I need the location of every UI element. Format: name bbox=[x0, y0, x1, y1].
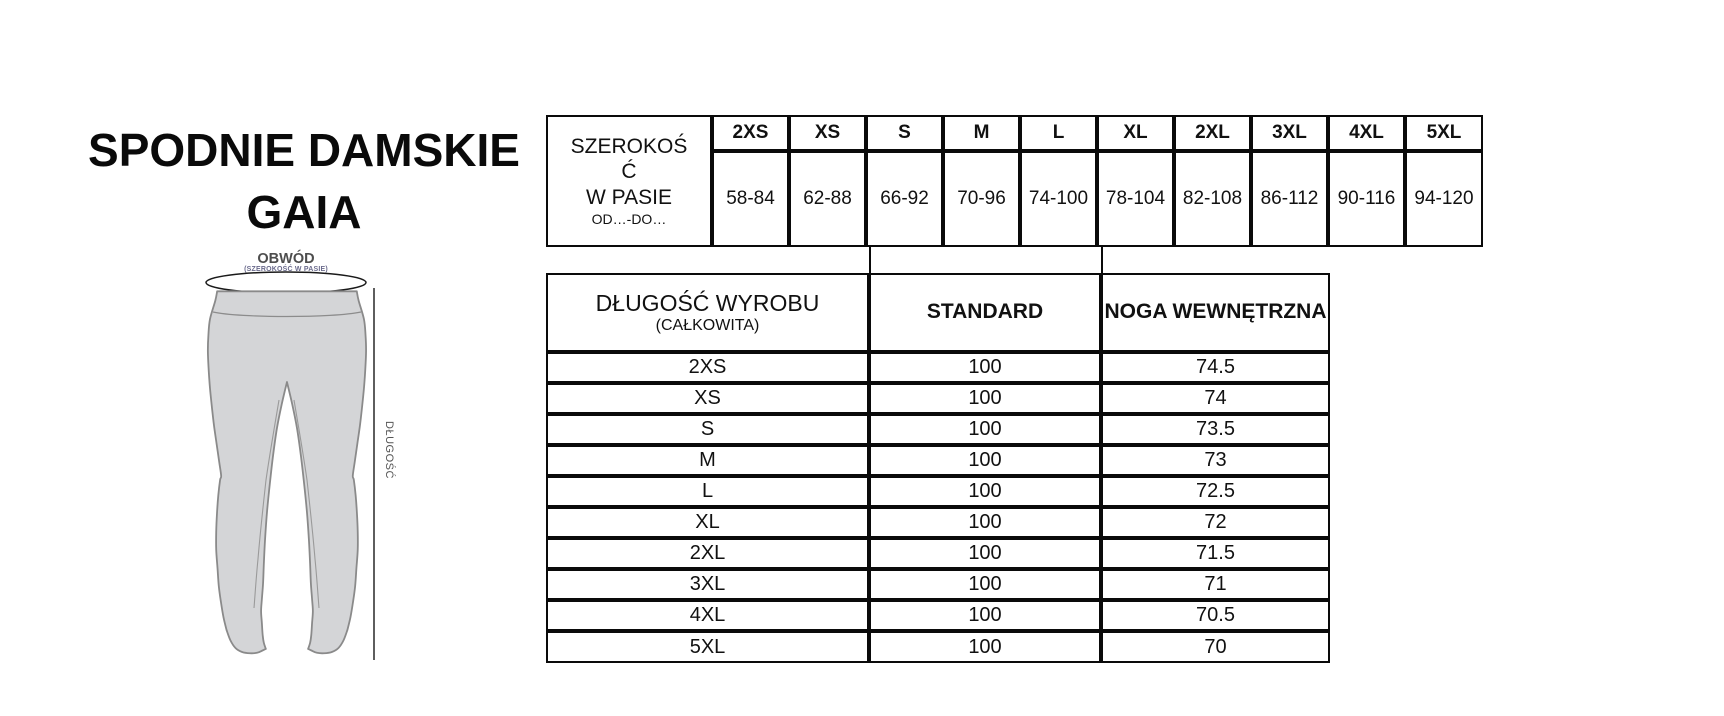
svg-text:OBWÓD: OBWÓD bbox=[257, 249, 314, 267]
svg-text:DŁUGOŚĆ: DŁUGOŚĆ bbox=[383, 421, 396, 479]
svg-text:(SZEROKOŚĆ W PASIE): (SZEROKOŚĆ W PASIE) bbox=[244, 264, 328, 273]
